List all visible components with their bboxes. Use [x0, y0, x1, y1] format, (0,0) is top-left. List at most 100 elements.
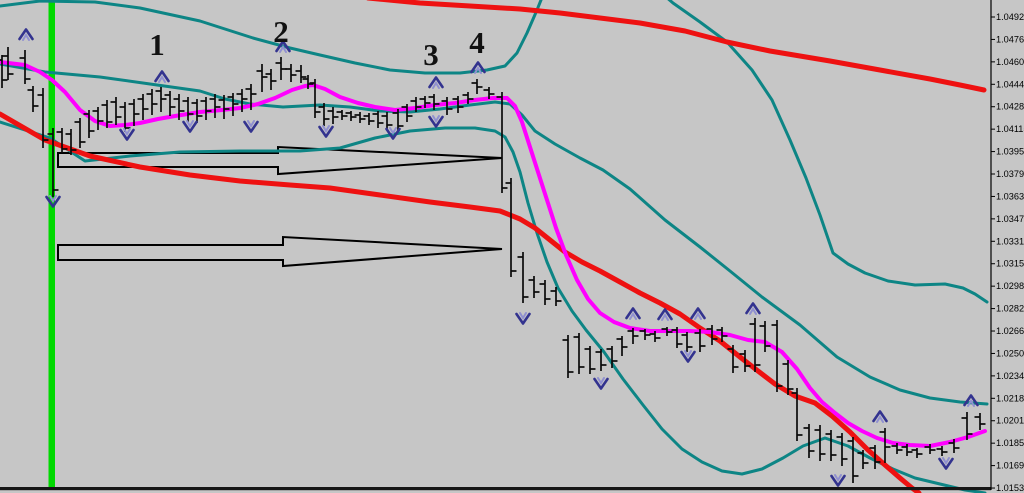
- signal-down-arrow: [45, 195, 61, 208]
- chevron-inner: [22, 33, 30, 41]
- chevron-outer: [515, 312, 531, 325]
- chevron-outer: [154, 70, 170, 83]
- ohlc-bar: [462, 92, 474, 104]
- ohlc-bar: [318, 103, 330, 126]
- ohlc-bar: [146, 89, 158, 115]
- ohlc-bar: [83, 110, 95, 138]
- price-axis-label: 1.01530: [996, 483, 1024, 493]
- ohlc-bar: [739, 350, 751, 372]
- price-axis-label: 1.03955: [996, 147, 1024, 157]
- ohlc-bar: [869, 445, 881, 469]
- signal-up-arrow: [963, 394, 979, 407]
- chevron-inner: [684, 350, 692, 358]
- ohlc-bar: [209, 94, 221, 118]
- chevron-inner: [967, 399, 975, 407]
- price-axis-label: 1.04600: [996, 57, 1024, 67]
- chevron-inner: [834, 474, 842, 482]
- ohlc-bar: [381, 112, 393, 130]
- swing-number-label: 1: [149, 27, 165, 62]
- price-axis-label: 1.01855: [996, 438, 1024, 448]
- ohlc-bar: [791, 388, 803, 441]
- ohlc-bar: [727, 345, 739, 373]
- price-axis-label: 1.04765: [996, 34, 1024, 44]
- signal-up-arrow: [872, 410, 888, 423]
- bottom-separator: [0, 487, 991, 491]
- ohlc-bar: [295, 65, 307, 83]
- signal-down-arrow: [318, 125, 334, 138]
- ohlc-bar: [857, 450, 869, 469]
- chevron-inner: [942, 457, 950, 465]
- chevron-inner: [629, 312, 637, 320]
- ohlc-bar: [661, 327, 673, 336]
- ohlc-bar: [119, 102, 131, 132]
- ohlc-bar: [285, 64, 297, 82]
- ohlc-bar: [749, 318, 761, 372]
- ohlc-bar: [173, 94, 185, 120]
- chevron-outer: [182, 120, 198, 133]
- swing-number-label: 4: [469, 25, 485, 60]
- ohlc-bar: [410, 97, 422, 112]
- signal-down-arrow: [830, 474, 846, 487]
- price-axis[interactable]: 1.04925 1.04765 1.04600 1.04440 1.04280 1.041…: [990, 0, 1024, 493]
- ohlc-bar: [550, 287, 562, 306]
- ohlc-bar: [392, 109, 404, 131]
- ohlc-bar: [164, 91, 176, 116]
- chevron-inner: [597, 377, 605, 385]
- chevron-outer: [18, 28, 34, 41]
- chevron-outer: [830, 474, 846, 487]
- ohlc-bar: [606, 346, 618, 368]
- ohlc-bar: [911, 448, 923, 458]
- ohlc-bar: [227, 93, 239, 116]
- chevron-inner: [519, 312, 527, 320]
- ohlc-bar: [496, 92, 508, 193]
- price-axis-label: 1.02015: [996, 416, 1024, 426]
- ohlc-bar: [595, 349, 607, 371]
- vertical-marker-line[interactable]: [48, 0, 56, 488]
- ohlc-bar: [539, 280, 551, 305]
- ohlc-bar: [616, 336, 628, 356]
- swing-number-label: 2: [273, 14, 289, 49]
- ohlc-bar: [803, 424, 815, 458]
- ohlc-bar: [110, 97, 122, 125]
- chevron-inner: [694, 312, 702, 320]
- ohlc-bar: [814, 425, 826, 461]
- ohlc-bar: [128, 99, 140, 126]
- chevron-inner: [432, 115, 440, 123]
- swing-number-label: 3: [423, 37, 439, 72]
- breakdown-arrow-lower[interactable]: [57, 235, 503, 268]
- chevron-outer: [680, 350, 696, 363]
- ohlc-bar: [441, 97, 453, 115]
- ohlc-bar: [27, 86, 39, 112]
- ohlc-bar: [627, 328, 639, 344]
- signal-up-arrow: [745, 302, 761, 315]
- chevron-inner: [186, 120, 194, 128]
- ohlc-bar: [649, 331, 661, 342]
- slow-ma-red-upper: [366, 0, 987, 93]
- chevron-inner: [876, 415, 884, 423]
- chevron-outer: [745, 302, 761, 315]
- ohlc-bar: [200, 97, 212, 120]
- price-axis-label: 1.04440: [996, 79, 1024, 89]
- ohlc-bar: [218, 95, 230, 119]
- signal-down-arrow: [182, 120, 198, 133]
- ohlc-bar: [562, 335, 574, 378]
- ohlc-bar: [101, 100, 113, 128]
- ohlc-bar: [517, 252, 529, 303]
- ohlc-bar: [716, 327, 728, 342]
- ohlc-bar: [47, 128, 59, 197]
- chevron-outer: [243, 120, 259, 133]
- signal-up-arrow: [18, 28, 34, 41]
- ohlc-bar: [401, 104, 413, 122]
- ohlc-bar: [759, 321, 771, 352]
- signal-down-arrow: [385, 127, 401, 140]
- ohlc-bar: [948, 439, 960, 453]
- signal-up-arrow: [690, 307, 706, 320]
- price-axis-label: 1.02825: [996, 304, 1024, 314]
- chevron-inner: [247, 120, 255, 128]
- ohlc-bar: [0, 55, 8, 88]
- chevron-inner: [389, 127, 397, 135]
- signal-down-arrow: [680, 350, 696, 363]
- ohlc-bar: [924, 444, 936, 454]
